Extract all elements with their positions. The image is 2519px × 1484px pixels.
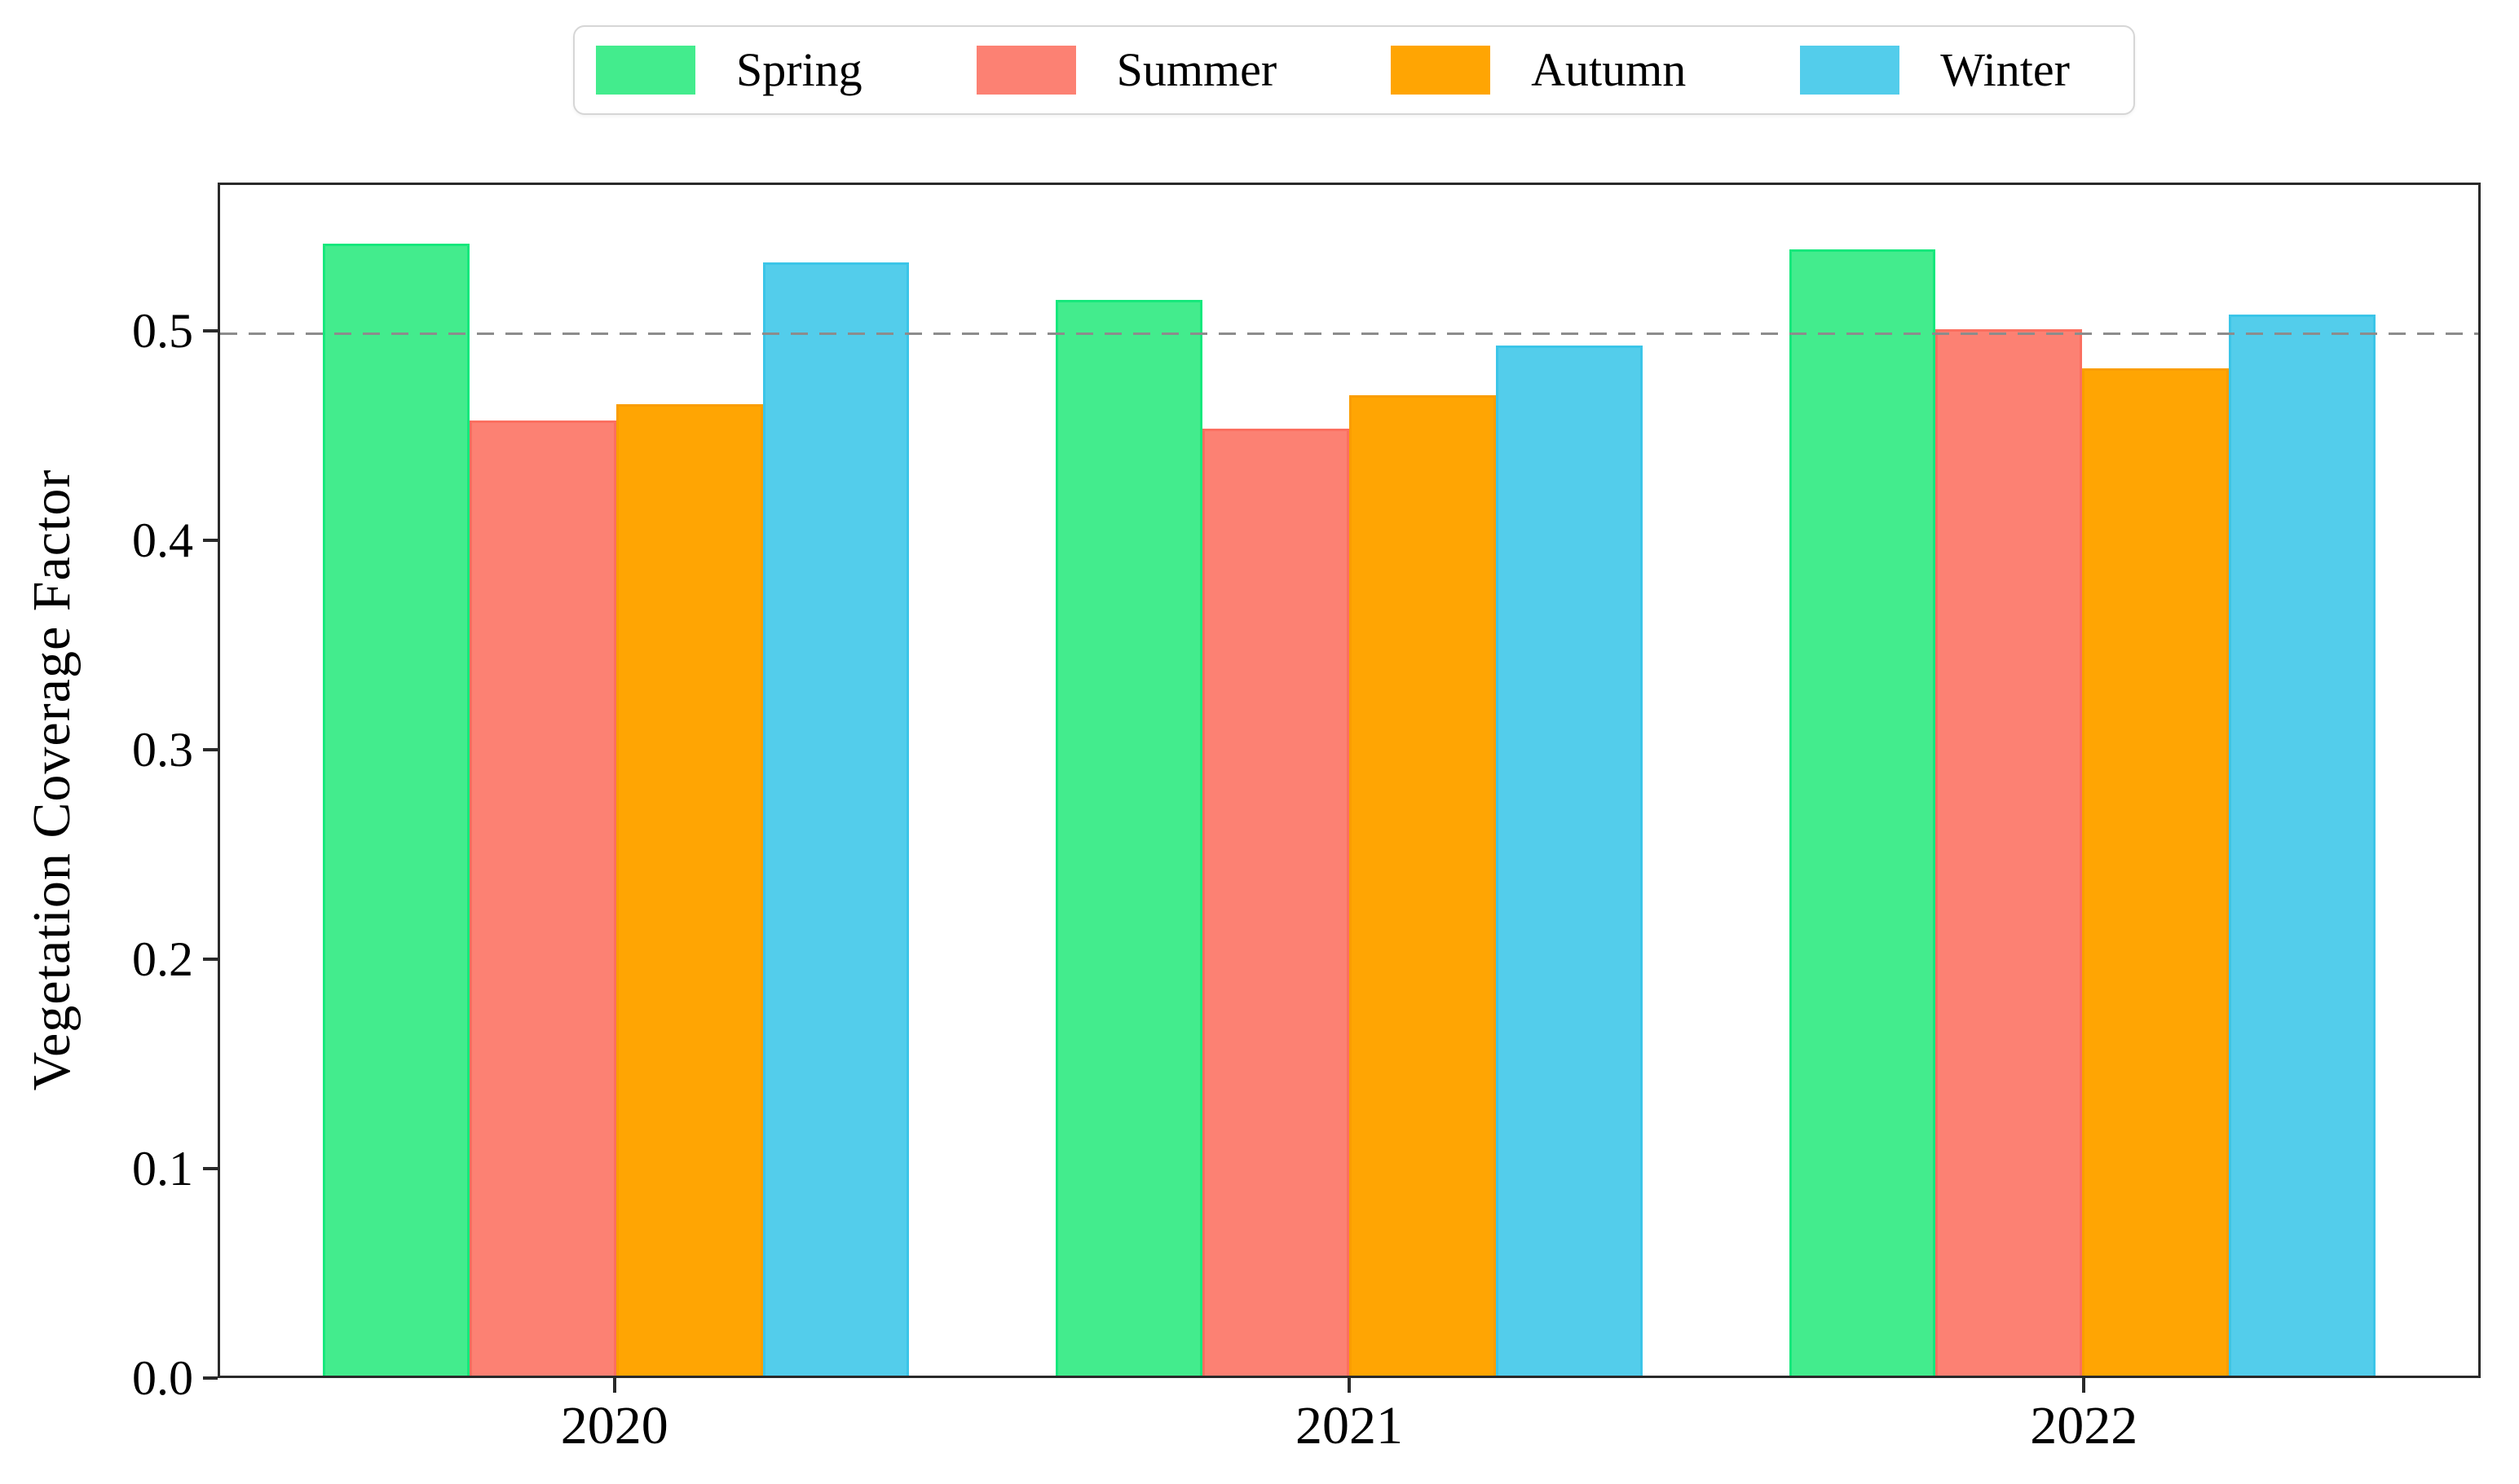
legend-label: Winter [1940,43,2070,96]
x-tick-label: 2020 [560,1396,668,1455]
bar-spring-2022 [1789,249,1936,1376]
bar-summer-2022 [1935,328,2083,1376]
bar-winter-2022 [2229,314,2376,1376]
legend-swatch-spring [596,46,695,95]
x-tick-mark [2082,1378,2086,1393]
x-axis: 2020 2021 2022 [218,1378,2481,1484]
legend-swatch-summer [976,46,1076,95]
bar-autumn-2021 [1349,395,1496,1376]
y-tick-label: 0.0 [132,1351,193,1405]
x-tick-label: 2021 [1295,1396,1403,1455]
y-tick-label: 0.2 [132,932,193,987]
reference-line-0.5 [220,332,2478,335]
y-tick-label: 0.1 [132,1142,193,1196]
bar-summer-2020 [469,421,616,1376]
legend: Spring Summer Autumn Winter [573,25,2135,115]
bar-winter-2021 [1495,346,1643,1376]
y-tick-label: 0.3 [132,723,193,777]
legend-swatch-autumn [1391,46,1491,95]
y-tick-mark [203,539,218,543]
legend-label: Spring [736,43,862,96]
y-tick-mark [203,1167,218,1171]
plot-area [218,183,2481,1378]
x-tick-mark [1348,1378,1351,1393]
legend-item-winter: Winter [1800,46,2070,95]
x-tick-label: 2022 [2030,1396,2138,1455]
bar-spring-2020 [322,243,470,1376]
y-tick-label: 0.4 [132,513,193,568]
x-tick-mark [612,1378,616,1393]
legend-item-autumn: Autumn [1391,46,1686,95]
y-tick-mark [203,329,218,333]
bar-spring-2021 [1056,299,1203,1376]
y-tick-mark [203,748,218,752]
legend-item-summer: Summer [976,43,1277,96]
bar-autumn-2022 [2082,368,2230,1376]
y-axis: 0.0 0.1 0.2 0.3 0.4 0.5 [0,183,218,1403]
legend-item-spring: Spring [596,46,862,95]
y-tick-label: 0.5 [132,304,193,359]
legend-swatch-winter [1800,46,1900,95]
legend-label: Summer [1116,43,1277,96]
bar-summer-2021 [1202,429,1349,1376]
legend-label: Autumn [1531,43,1687,96]
y-tick-mark [203,1376,218,1380]
bar-autumn-2020 [615,403,763,1376]
bar-winter-2020 [762,262,910,1376]
y-tick-mark [203,958,218,962]
